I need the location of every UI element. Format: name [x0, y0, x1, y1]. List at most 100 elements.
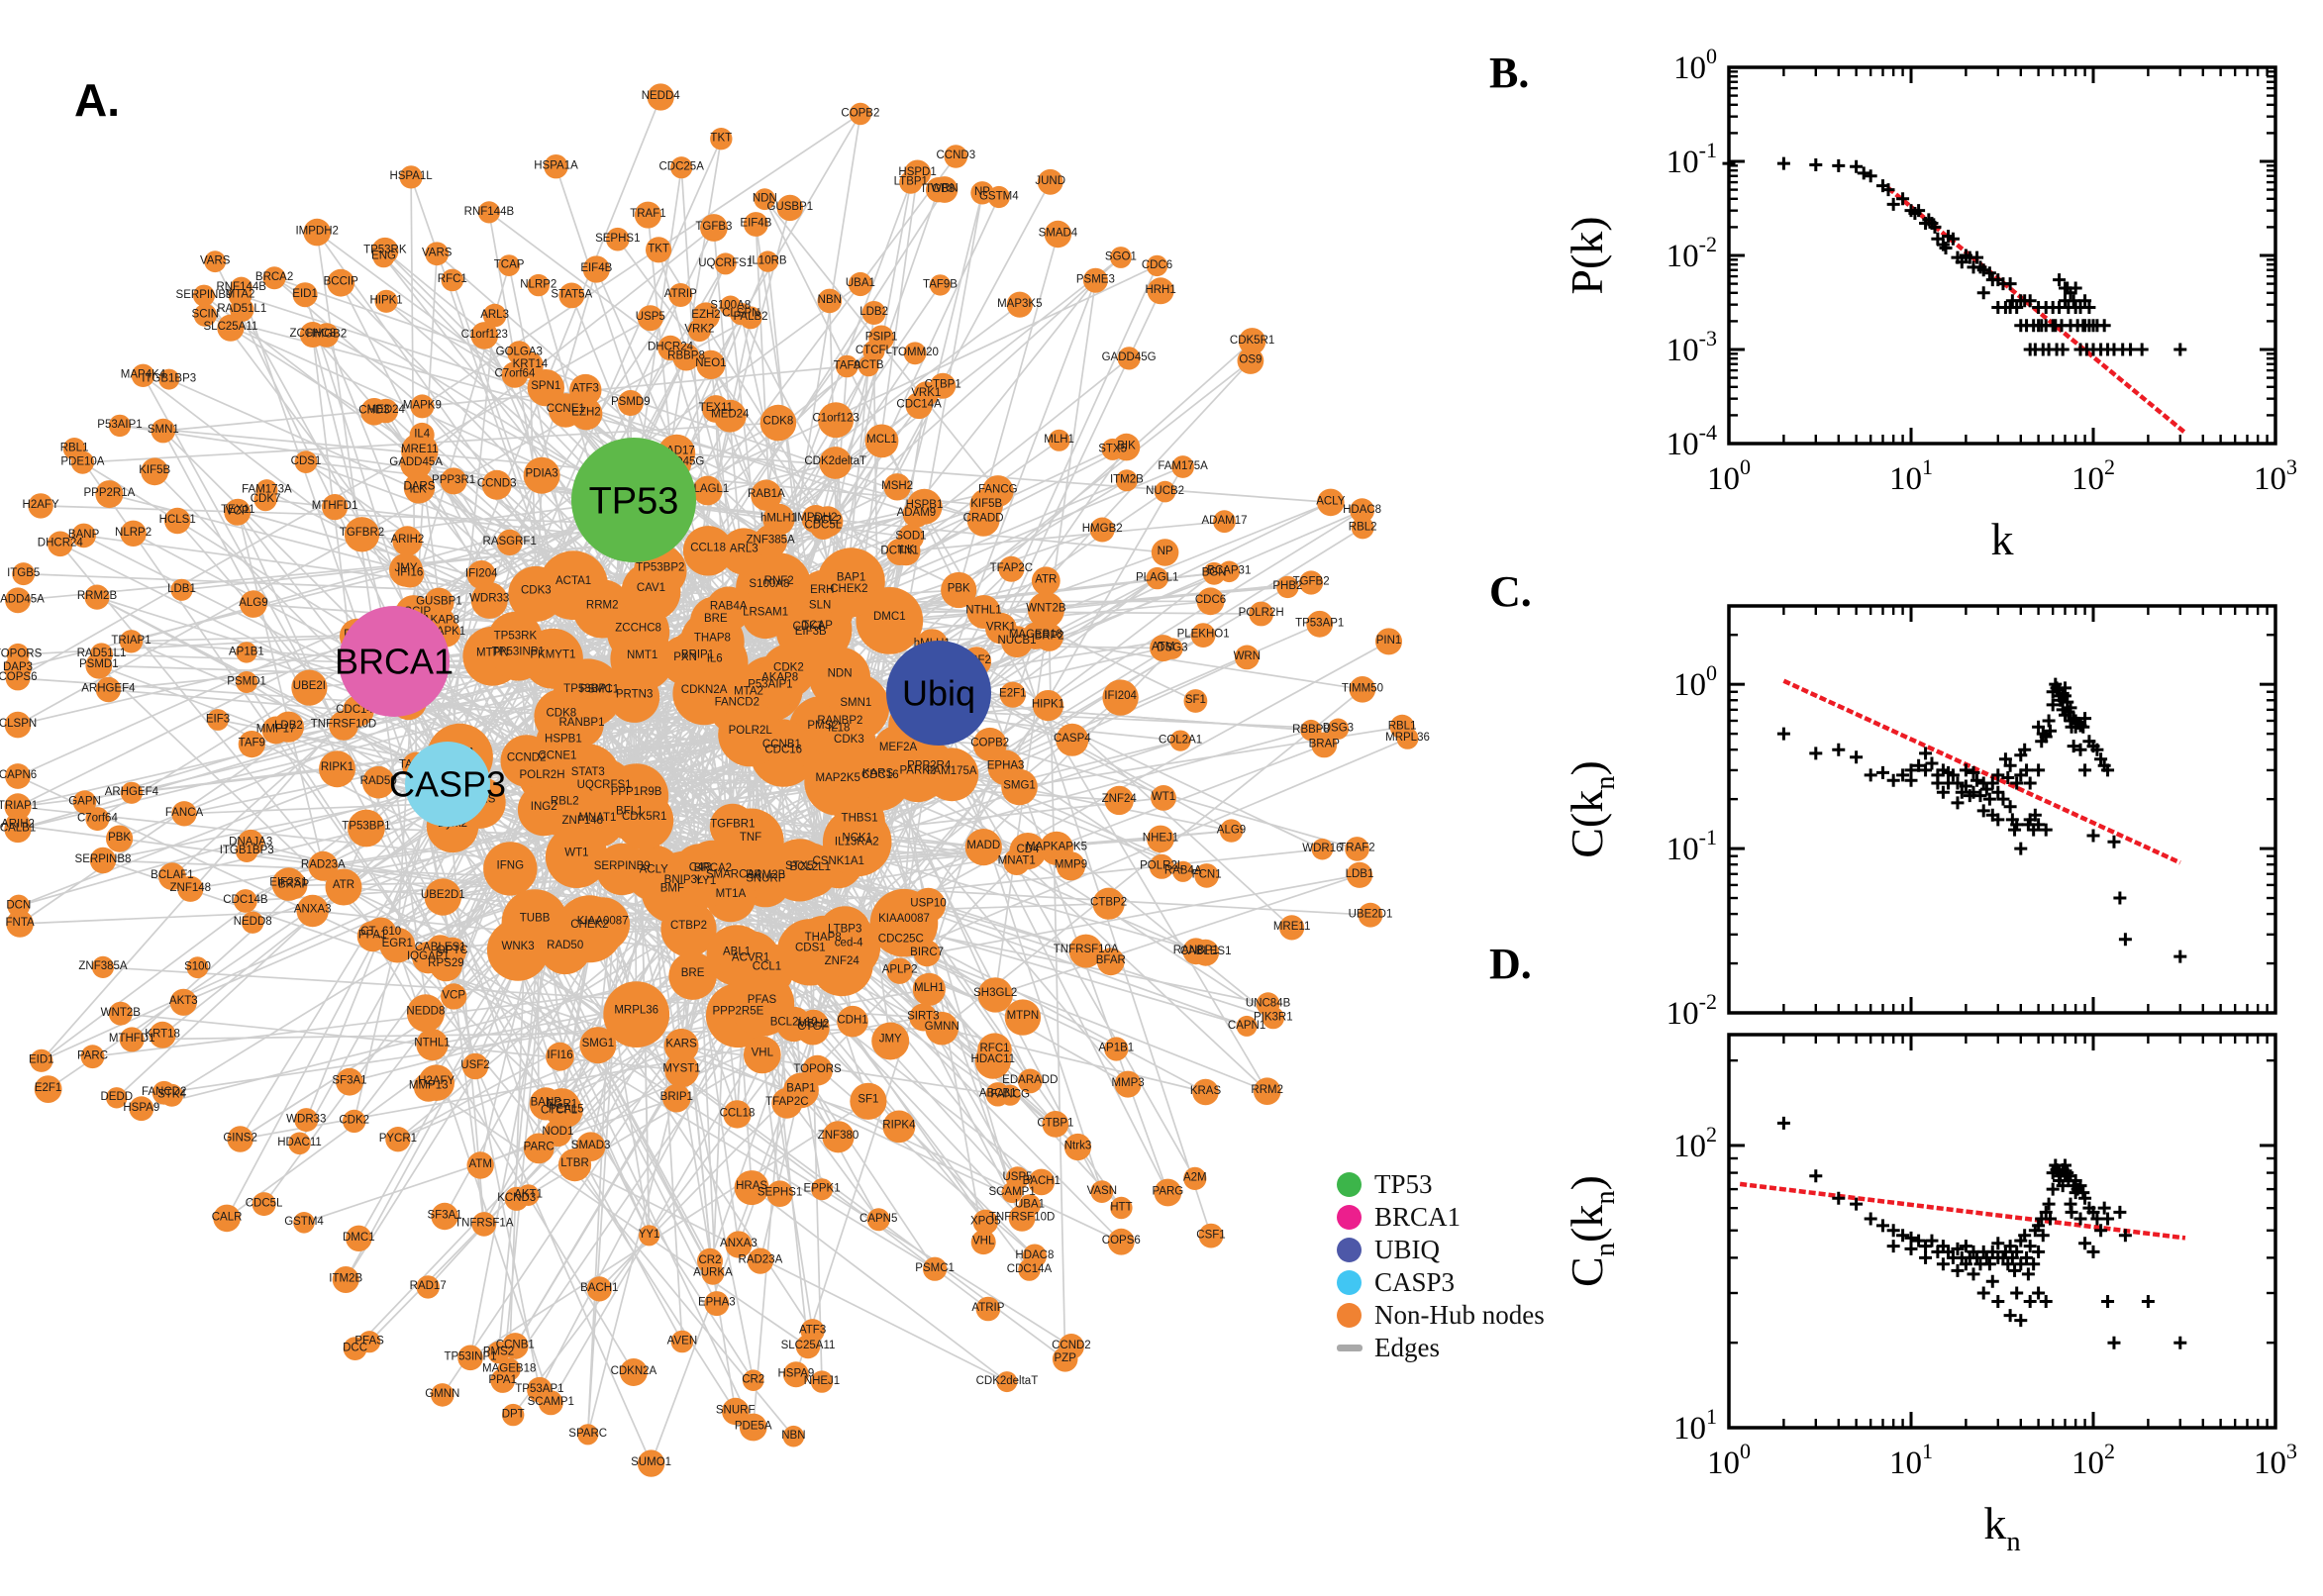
gene-node — [701, 1261, 725, 1285]
gene-node-label: BACH1 — [1023, 1175, 1060, 1187]
gene-node — [886, 957, 913, 984]
data-point — [2010, 1286, 2024, 1300]
network-edge — [809, 527, 1364, 871]
gene-node-label: TKT — [710, 133, 732, 145]
gene-node — [1196, 587, 1225, 616]
data-point — [2036, 1229, 2050, 1243]
gene-node-label: OS9 — [1239, 354, 1262, 366]
network-edge — [96, 596, 564, 744]
gene-node-label: RFC1 — [979, 1043, 1009, 1054]
plot-frame — [1727, 65, 2277, 446]
data-point — [2090, 743, 2104, 756]
gene-node-label: CTGF — [797, 1021, 828, 1033]
gene-node — [941, 571, 977, 609]
gene-node — [164, 507, 191, 535]
gene-node — [120, 781, 143, 804]
gene-node-label: GADD45A — [389, 456, 443, 468]
gene-node — [725, 1231, 753, 1258]
gene-node — [1022, 622, 1050, 649]
gene-node — [714, 252, 737, 275]
gene-node-label: BRP2 — [1035, 630, 1064, 642]
gene-node-label: PSMD1 — [79, 658, 119, 670]
gene-node-label: PLAGL1 — [686, 483, 729, 495]
gene-node — [819, 447, 853, 479]
gene-node — [776, 194, 803, 222]
gene-node-label: WNT2B — [1026, 603, 1066, 615]
gene-node — [546, 1042, 574, 1071]
gene-node-label: RANBP1 — [1173, 945, 1219, 956]
gene-node-label: HSPB1 — [906, 499, 944, 511]
gene-node-label: PIK3R1 — [1254, 1012, 1293, 1024]
gene-node — [371, 237, 399, 265]
network-edge — [237, 510, 325, 866]
gene-node — [776, 919, 844, 986]
gene-node-label: MAP4K4 — [121, 369, 166, 381]
gene-node-label: CDK2deltaT — [804, 455, 866, 467]
gene-node — [1213, 510, 1236, 534]
gene-node-label: TCAP — [802, 620, 833, 632]
gene-node-label: VCP — [226, 505, 250, 517]
data-point — [2056, 343, 2070, 356]
gene-node-label: CHEK2 — [570, 919, 608, 931]
legend-label: CASP3 — [1374, 1267, 1456, 1297]
gene-node — [1017, 1068, 1043, 1094]
data-point — [1875, 765, 1889, 779]
gene-node — [1190, 623, 1216, 648]
gene-node — [471, 1212, 497, 1237]
gene-node — [527, 273, 550, 297]
gene-node-label: MTA2 — [734, 686, 763, 698]
gene-node-label: PARG — [1153, 1186, 1184, 1198]
gene-node-label: PSMD9 — [611, 396, 651, 408]
gene-node — [722, 1397, 750, 1426]
gene-node-label: CAV1 — [637, 582, 665, 594]
gene-node-label: IL6 — [707, 652, 723, 664]
gene-node-label: VHL — [752, 1047, 774, 1059]
gene-node-label: JMY — [395, 562, 418, 574]
gene-node-label: GAPN — [68, 795, 101, 807]
gene-node-label: ZNF385A — [746, 534, 795, 546]
gene-node-label: UBA1 — [1015, 1199, 1045, 1211]
data-point — [2023, 1240, 2037, 1253]
gene-node — [544, 1088, 580, 1125]
gene-node-label: DNAJA3 — [229, 836, 272, 848]
data-point — [1985, 1274, 1999, 1288]
data-point — [2078, 294, 2092, 308]
gene-node-label: RAD51L1 — [77, 648, 127, 659]
gene-node-label: SNURF — [716, 1405, 756, 1417]
gene-node — [406, 994, 445, 1033]
gene-node-label: SF3A1 — [428, 1209, 462, 1221]
gene-node-label: ACLY — [1316, 495, 1346, 507]
data-point — [1886, 773, 1900, 787]
gene-node-label: SCAMP1 — [988, 1186, 1035, 1198]
gene-node — [848, 271, 873, 297]
gene-node-label: CDK7 — [793, 621, 824, 633]
gene-node — [742, 1369, 764, 1391]
gene-node — [998, 555, 1025, 582]
plot-frame — [1727, 1033, 2277, 1430]
gene-node-label: SH3GL2 — [973, 987, 1017, 999]
gene-node-label: BCCIP — [324, 276, 358, 288]
gene-node-label: CDK2 — [339, 1115, 369, 1127]
gene-node — [1114, 1070, 1142, 1098]
gene-node — [151, 418, 176, 444]
gene-node-label: LDB2 — [859, 306, 888, 318]
gene-node-label: CHEK2 — [830, 583, 867, 595]
gene-node-label: COPS6 — [1102, 1235, 1141, 1247]
gene-node-label: CTCFL — [541, 1104, 578, 1116]
gene-node-label: ATF3 — [572, 383, 599, 395]
gene-node — [1008, 1205, 1036, 1232]
network-edge — [880, 440, 1268, 1092]
gene-node-label: TP53AP1 — [515, 1383, 563, 1395]
data-point — [1809, 1169, 1823, 1183]
gene-node — [977, 1033, 1012, 1067]
gene-node — [517, 783, 570, 837]
gene-node-label: RAD50 — [360, 775, 397, 787]
data-point — [2053, 273, 2067, 287]
gene-node-label: CDK2deltaT — [976, 1375, 1039, 1387]
gene-node-label: SLC25A11 — [781, 1340, 836, 1351]
data-point — [2039, 1295, 2053, 1309]
gene-node — [62, 438, 86, 460]
data-point — [2046, 1182, 2060, 1196]
gene-node-label: PARC — [524, 1142, 555, 1153]
